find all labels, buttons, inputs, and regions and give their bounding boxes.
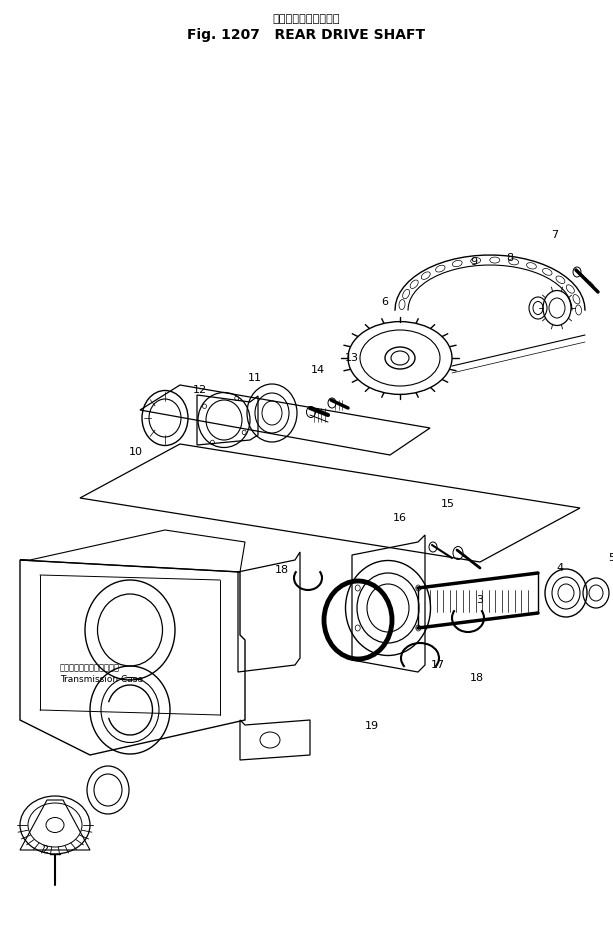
Text: 11: 11: [248, 373, 262, 383]
Text: 19: 19: [365, 721, 379, 731]
Text: Transmission Case: Transmission Case: [60, 676, 143, 684]
Text: 7: 7: [552, 230, 558, 240]
Text: 18: 18: [470, 673, 484, 683]
Text: 4: 4: [557, 563, 563, 573]
Text: 13: 13: [345, 353, 359, 363]
Text: 15: 15: [441, 499, 455, 509]
Text: トランスミッションケース: トランスミッションケース: [60, 664, 120, 673]
Text: Fig. 1207   REAR DRIVE SHAFT: Fig. 1207 REAR DRIVE SHAFT: [187, 28, 425, 42]
Text: 14: 14: [311, 365, 325, 375]
Text: リアドライブシャフト: リアドライブシャフト: [272, 14, 340, 24]
Text: 17: 17: [431, 660, 445, 670]
Text: 3: 3: [476, 595, 484, 605]
Text: 9: 9: [470, 257, 478, 267]
Text: 10: 10: [129, 447, 143, 457]
Text: 16: 16: [393, 513, 407, 523]
Text: 2: 2: [42, 845, 48, 855]
Text: 8: 8: [506, 253, 514, 263]
Text: 6: 6: [381, 297, 389, 307]
Text: 5: 5: [609, 553, 613, 563]
Text: 18: 18: [275, 565, 289, 575]
Text: 12: 12: [193, 385, 207, 395]
